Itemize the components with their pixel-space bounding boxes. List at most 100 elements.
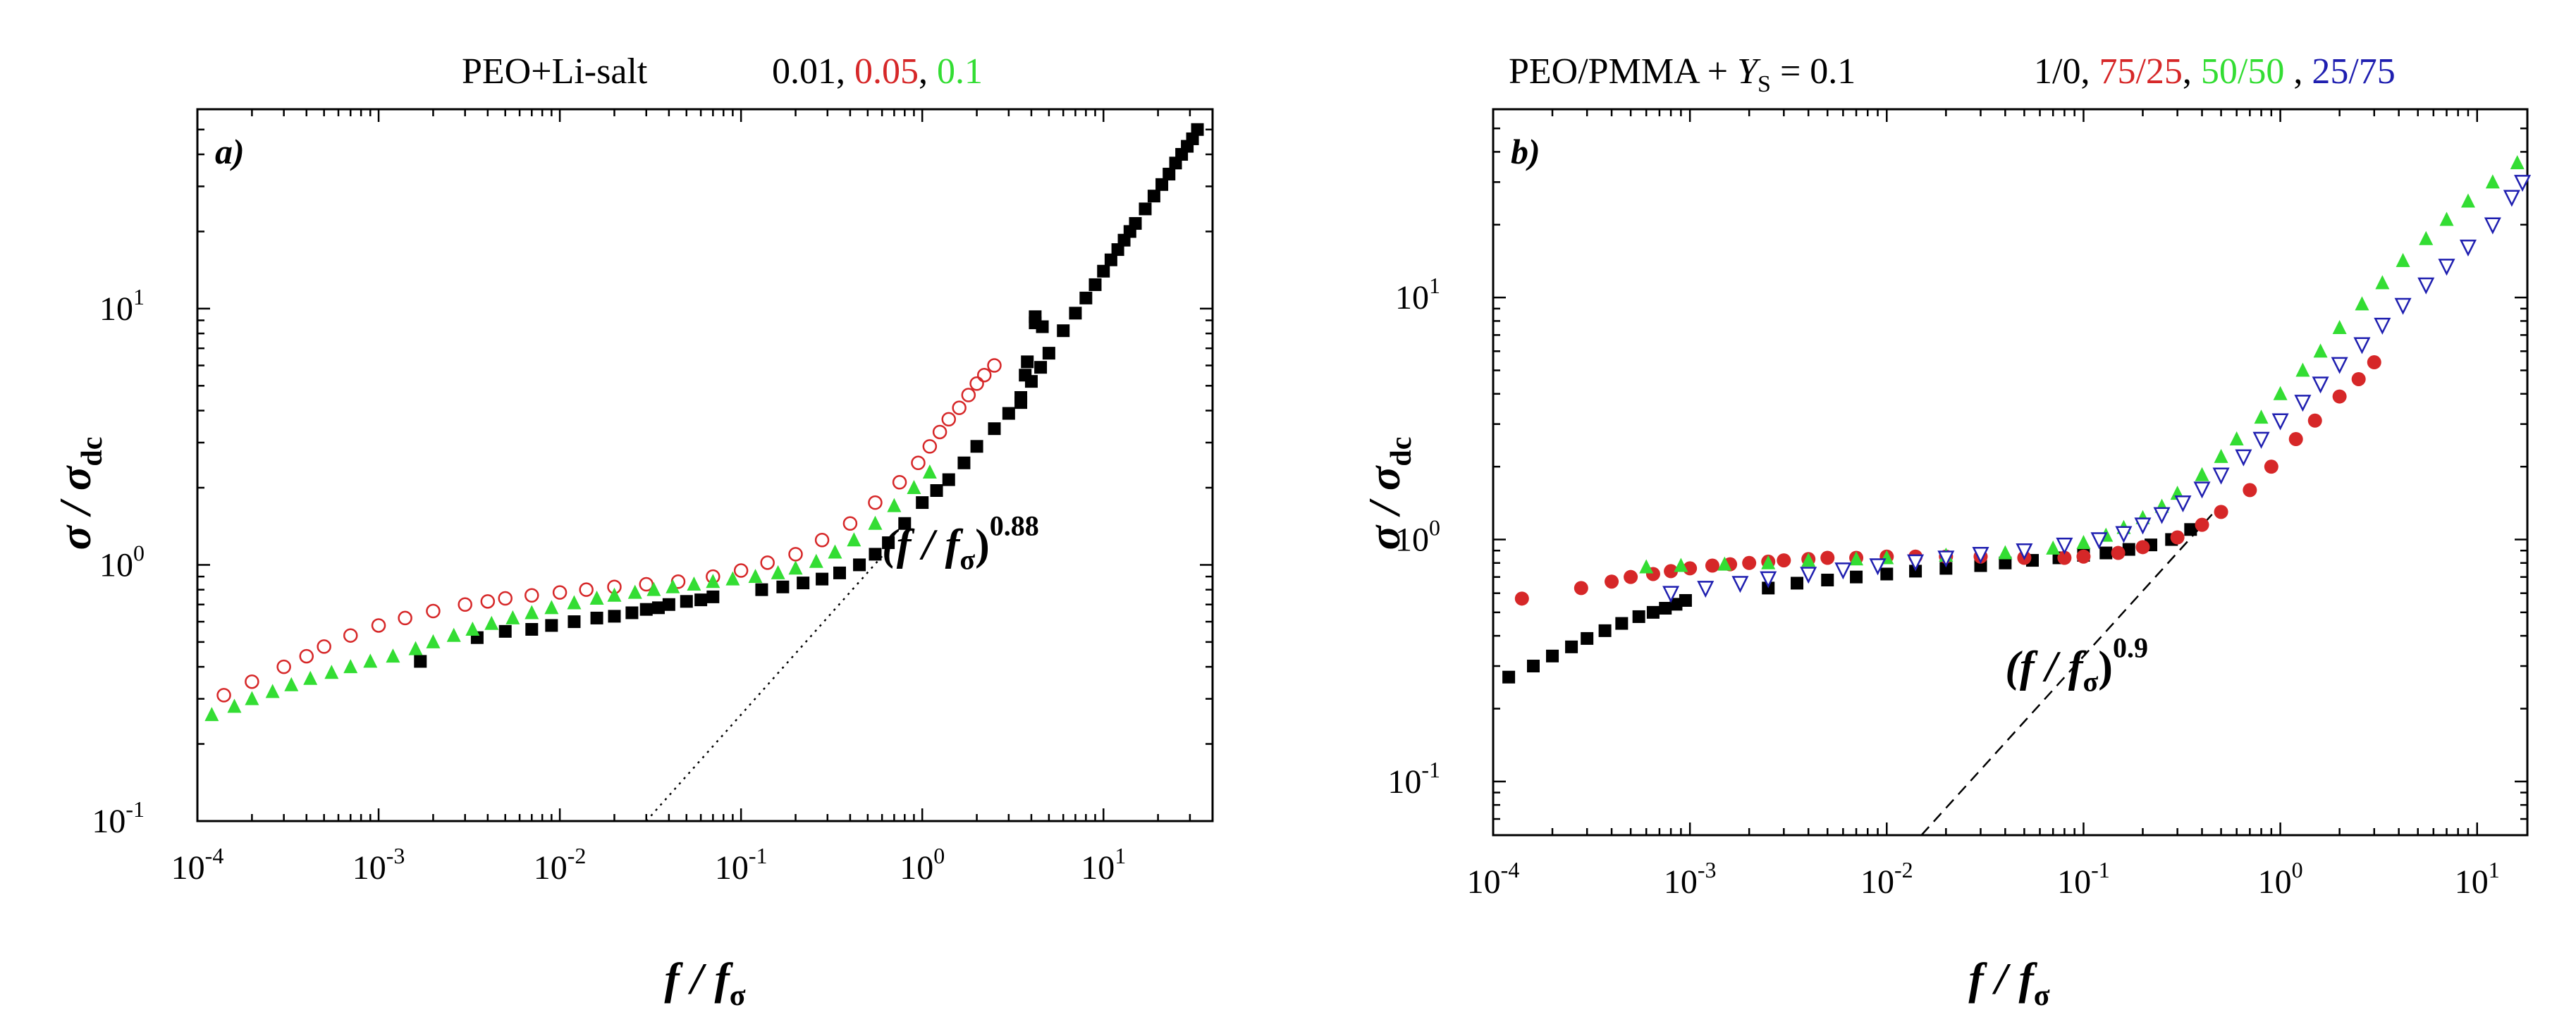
data-point (970, 440, 983, 453)
data-point (2503, 190, 2520, 207)
data-point (2111, 546, 2126, 560)
data-point (525, 622, 539, 636)
data-point (1502, 670, 1516, 684)
panel-b: PEO/PMMA + YS = 0.1 1/0, 75/25, 50/50 , … (1359, 51, 2532, 1012)
data-point (1163, 168, 1176, 181)
data-point (907, 480, 921, 495)
data-point (608, 610, 621, 623)
panel-a-title: PEO+Li-salt 0.01, 0.05, 0.1 (462, 51, 983, 92)
data-point (303, 670, 318, 685)
data-point (941, 412, 957, 427)
data-point (2057, 550, 2072, 565)
series-1-0 (1502, 523, 2197, 684)
x-tick-label: 101 (1081, 843, 1126, 887)
data-point (987, 358, 1002, 373)
x-tick-label: 10-3 (352, 843, 405, 887)
panel-a-ticks (196, 108, 1214, 822)
data-point (788, 547, 803, 562)
data-point (1937, 550, 1955, 568)
data-point (1014, 396, 1028, 409)
data-point (2252, 431, 2270, 449)
panel-a-annotation-main: (f / f (882, 522, 964, 569)
series-25-75 (1662, 175, 2532, 603)
data-point (2295, 362, 2310, 377)
panel-b-ylabel: σ / σdc (1359, 437, 1418, 550)
x-tick-label: 10-2 (1860, 857, 1913, 901)
data-point (1659, 602, 1672, 615)
data-point (446, 627, 461, 642)
data-point (1147, 190, 1160, 203)
data-point (2016, 543, 2033, 561)
data-point (2510, 155, 2525, 170)
data-point (1034, 361, 1048, 374)
data-point (414, 655, 427, 668)
x-tick-label: 10-4 (171, 843, 224, 887)
data-point (788, 560, 803, 575)
data-point (480, 594, 496, 609)
panel-a-xlabel: f / fσ (664, 954, 745, 1012)
data-point (2514, 175, 2532, 192)
x-tick-label: 10-2 (534, 843, 587, 887)
data-point (1639, 559, 1654, 574)
data-point (1097, 264, 1110, 278)
data-point (755, 583, 768, 596)
panel-b-xlabel: f / fσ (1968, 954, 2049, 1012)
data-point (1021, 355, 1034, 369)
data-point (1615, 617, 1629, 630)
data-point (2243, 483, 2257, 498)
data-point (284, 677, 299, 691)
data-point (1581, 631, 1594, 645)
data-point (1777, 553, 1791, 568)
data-point (1514, 591, 1529, 606)
panel-b-ratio-3: 25/75 (2312, 51, 2395, 92)
data-point (1849, 551, 1864, 566)
data-point (1800, 567, 1817, 584)
data-point (2076, 549, 2091, 564)
x-tick-label: 101 (2455, 857, 2500, 901)
data-point (2214, 505, 2228, 519)
panel-a-annotation-exp: 0.88 (990, 510, 1039, 542)
data-point (662, 598, 675, 611)
data-point (2375, 275, 2390, 290)
data-point (408, 641, 423, 655)
data-point (828, 544, 842, 559)
data-point (627, 584, 642, 599)
data-point (2174, 495, 2192, 513)
data-point (853, 558, 866, 572)
data-point (426, 634, 441, 648)
data-point (276, 659, 291, 674)
data-point (2484, 217, 2501, 235)
data-point (2439, 211, 2454, 226)
data-point (525, 605, 539, 620)
y-tick-label: 101 (1395, 273, 1440, 316)
data-point (1880, 567, 1894, 581)
panel-b-label: b) (1511, 132, 1540, 171)
panel-a-annotation-sub: σ (959, 544, 975, 576)
data-point (245, 674, 259, 689)
data-point (1104, 253, 1117, 266)
panel-b-annotation-exp: 0.9 (2113, 631, 2148, 663)
data-point (814, 532, 830, 548)
data-point (245, 691, 259, 705)
data-point (651, 601, 665, 615)
data-point (1705, 558, 1719, 573)
data-point (2351, 371, 2366, 386)
data-point (694, 593, 708, 607)
data-point (898, 517, 912, 530)
data-point (748, 569, 763, 584)
data-point (1801, 553, 1816, 567)
data-point (2184, 523, 2197, 536)
data-point (2294, 395, 2312, 412)
panel-b-x-tick-labels: 10-4 10-3 10-2 10-1 100 101 (1467, 857, 2500, 901)
data-point (2332, 389, 2347, 404)
data-point (1742, 555, 1757, 570)
data-point (2374, 317, 2391, 335)
data-point (1191, 123, 1204, 136)
data-point (1972, 547, 1989, 565)
data-point (2438, 259, 2455, 276)
data-point (505, 610, 520, 624)
data-point (882, 536, 895, 550)
x-tick-label: 10-4 (1467, 857, 1520, 901)
data-point (363, 653, 378, 668)
y-tick-label: 10-1 (92, 796, 145, 840)
